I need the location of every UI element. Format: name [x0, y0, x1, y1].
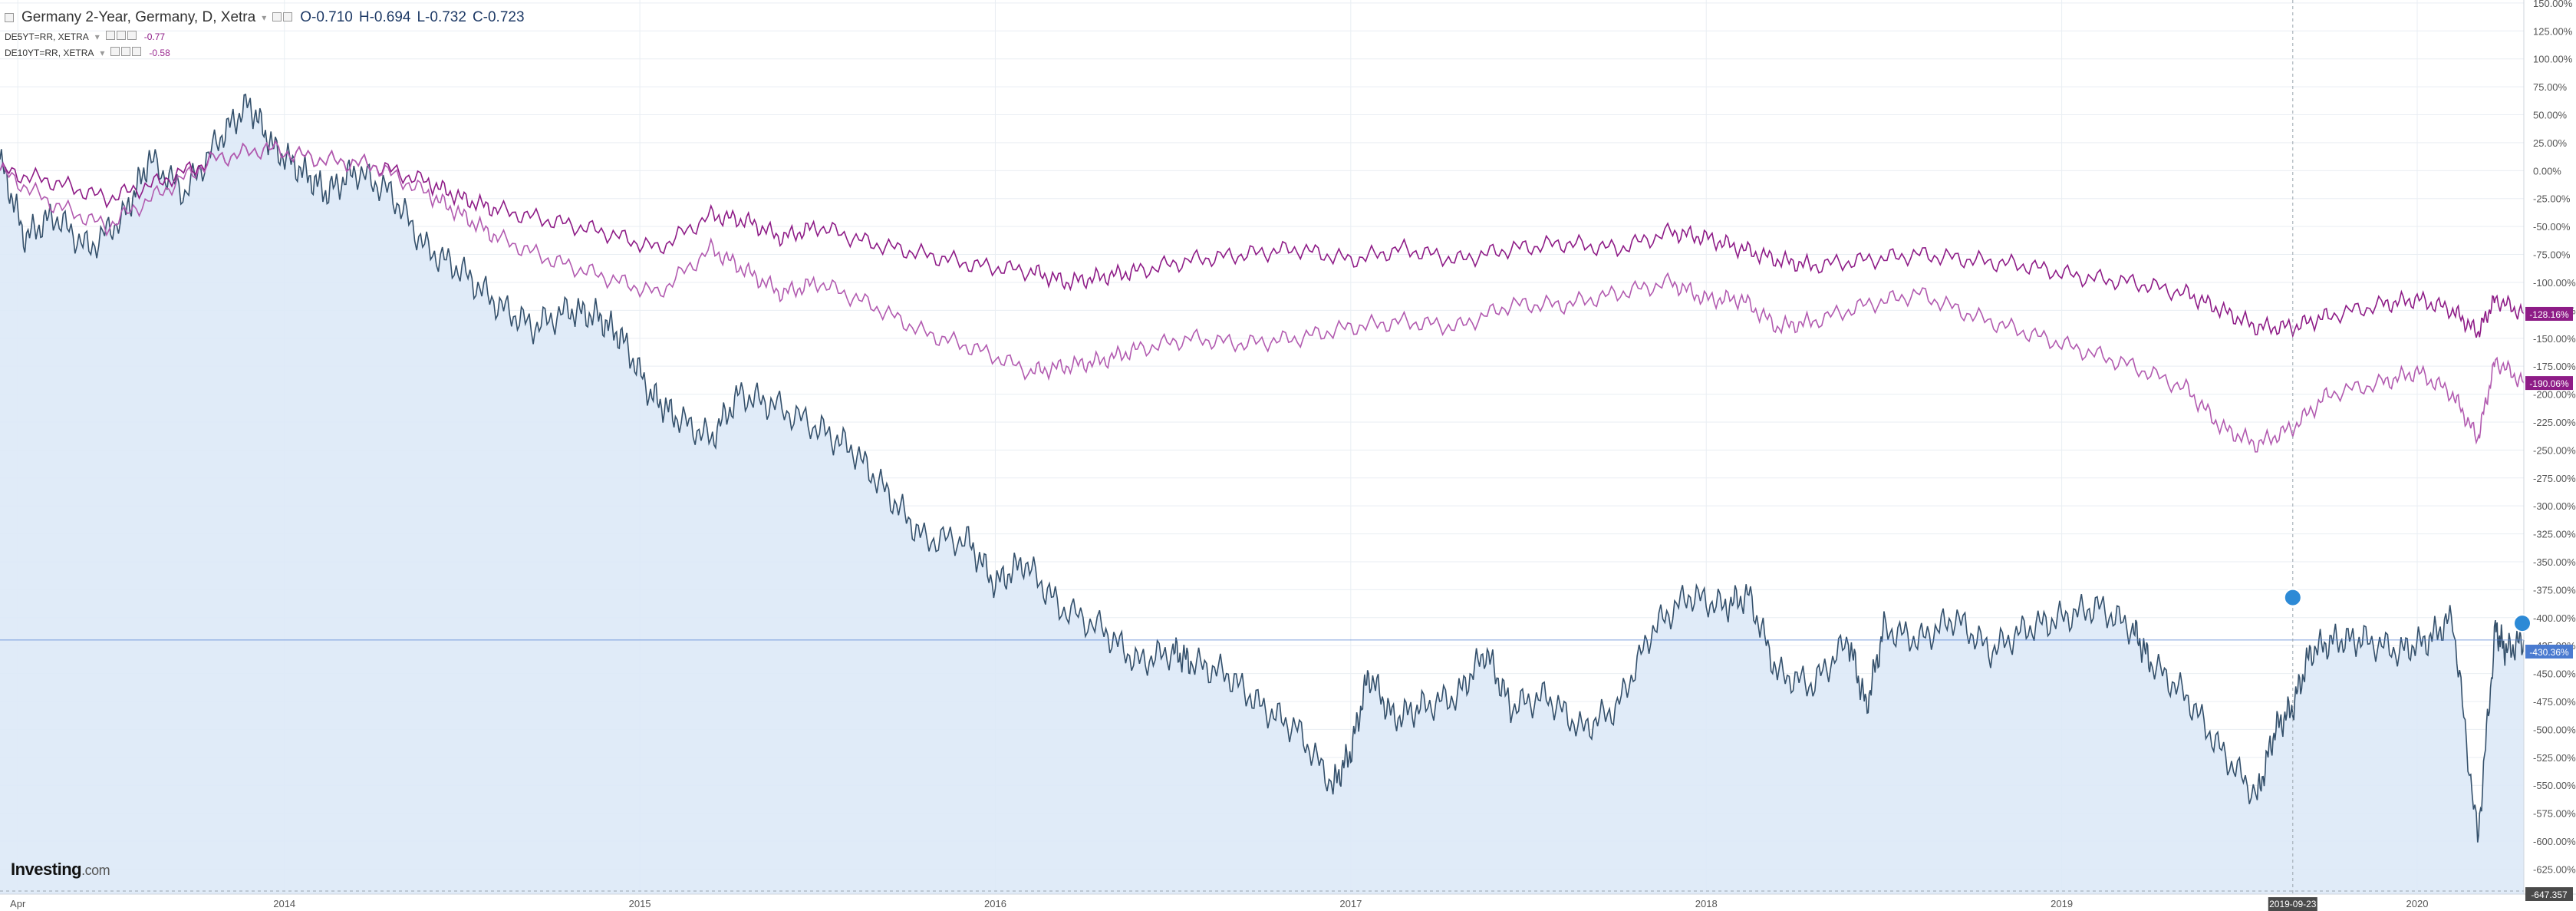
- brand-name: Investing: [11, 860, 82, 879]
- collapse-icon[interactable]: [5, 13, 14, 22]
- chart-title: Germany 2-Year, Germany, D, Xetra: [21, 9, 256, 25]
- event-markers[interactable]: [2283, 588, 2532, 633]
- series-b-value: -0.58: [149, 47, 170, 58]
- series-a-name: DE5YT=RR, XETRA: [5, 31, 89, 42]
- y-tick-label: -625.00%: [2533, 863, 2576, 875]
- chart-legend: Germany 2-Year, Germany, D, Xetra ▾ O-0.…: [5, 9, 525, 58]
- x-tick-label: 2018: [1695, 898, 1718, 909]
- y-tick-label: -25.00%: [2533, 193, 2571, 205]
- y-tick-label: 100.00%: [2533, 54, 2573, 65]
- main-series-line: [0, 93, 2525, 843]
- y-tick-label: 25.00%: [2533, 137, 2568, 149]
- main-series-area: [0, 94, 2524, 894]
- y-tick-label: -500.00%: [2533, 724, 2576, 735]
- series_b-line: [0, 140, 2525, 453]
- x-tick-label: 2020: [2406, 898, 2429, 909]
- x-tick-label: Apr: [10, 898, 26, 909]
- series-b-name: DE10YT=RR, XETRA: [5, 47, 94, 58]
- close-value: C-0.723: [472, 9, 525, 25]
- price-badges: 2019-09-23 -128.16% -190.06% -430.36% -647.3…: [2268, 306, 2573, 911]
- x-tick-label: 2016: [984, 898, 1006, 909]
- y-tick-label: -575.00%: [2533, 808, 2576, 820]
- settings-icons[interactable]: [272, 9, 294, 26]
- y-tick-label: -75.00%: [2533, 249, 2571, 261]
- y-tick-label: -225.00%: [2533, 417, 2576, 428]
- dropdown-caret-icon[interactable]: ▾: [94, 31, 100, 42]
- series-b-controls[interactable]: [110, 47, 143, 58]
- brand-suffix: .com: [81, 863, 110, 878]
- investing-logo: Investing.com: [11, 860, 110, 880]
- y-tick-label: -600.00%: [2533, 836, 2576, 847]
- main-badge-bg: [2525, 645, 2573, 659]
- x-tick-label: 2019: [2051, 898, 2073, 909]
- main-badge-label: -430.36%: [2529, 647, 2569, 658]
- high-value: H-0.694: [358, 9, 411, 25]
- axis-min-badge-label: -647.357: [2531, 890, 2568, 900]
- event-marker-icon[interactable]: [2283, 588, 2302, 607]
- series-legend-b: DE10YT=RR, XETRA ▾ -0.58: [5, 47, 525, 58]
- y-tick-label: -350.00%: [2533, 556, 2576, 568]
- series-a-badge-bg: [2525, 306, 2573, 321]
- crosshair-date-badge: [2268, 897, 2317, 911]
- y-tick-label: 125.00%: [2533, 25, 2573, 37]
- series-legend-a: DE5YT=RR, XETRA ▾ -0.77: [5, 31, 525, 42]
- y-tick-label: -525.00%: [2533, 752, 2576, 764]
- y-tick-label: -325.00%: [2533, 529, 2576, 540]
- dropdown-caret-icon[interactable]: ▾: [262, 12, 267, 23]
- crosshair-date-label: 2019-09-23: [2269, 899, 2317, 909]
- main-legend-row: Germany 2-Year, Germany, D, Xetra ▾ O-0.…: [5, 9, 525, 26]
- y-tick-label: -450.00%: [2533, 668, 2576, 680]
- x-tick-label: 2015: [629, 898, 651, 909]
- series-a-badge-label: -128.16%: [2529, 309, 2569, 320]
- y-tick-label: -250.00%: [2533, 444, 2576, 456]
- low-value: L-0.732: [417, 9, 466, 25]
- y-tick-label: -275.00%: [2533, 473, 2576, 484]
- y-tick-label: 0.00%: [2533, 165, 2561, 177]
- y-tick-label: -50.00%: [2533, 221, 2571, 233]
- series-a-controls[interactable]: [105, 31, 138, 42]
- event-marker-icon[interactable]: [2513, 614, 2532, 633]
- y-tick-label: -200.00%: [2533, 389, 2576, 401]
- y-tick-label: 50.00%: [2533, 110, 2568, 121]
- price-axis[interactable]: 150.00% 125.00% 100.00% 75.00% 50.00% 25.00% 0…: [2523, 0, 2576, 894]
- open-value: O-0.710: [300, 9, 353, 25]
- y-tick-label: -375.00%: [2533, 584, 2576, 596]
- time-axis[interactable]: Apr 2014 2015 2016 2017 2018 2019 2020: [0, 893, 2576, 909]
- series_a-line: [0, 140, 2525, 338]
- area-layer: [0, 94, 2524, 894]
- y-tick-label: -475.00%: [2533, 696, 2576, 708]
- series-b-badge-label: -190.06%: [2529, 378, 2569, 389]
- y-tick-label: -175.00%: [2533, 361, 2576, 372]
- y-tick-label: -300.00%: [2533, 500, 2576, 512]
- series-b-badge-bg: [2525, 376, 2573, 391]
- y-tick-label: -150.00%: [2533, 333, 2576, 345]
- y-tick-label: -400.00%: [2533, 612, 2576, 624]
- series-a-value: -0.77: [143, 31, 166, 42]
- y-tick-label: 150.00%: [2533, 0, 2573, 9]
- lines-layer: [0, 0, 2525, 894]
- y-tick-label: 75.00%: [2533, 81, 2568, 93]
- y-tick-label: -100.00%: [2533, 277, 2576, 289]
- y-tick-label: -550.00%: [2533, 780, 2576, 791]
- axis-min-badge-bg: [2525, 887, 2573, 901]
- x-tick-label: 2017: [1339, 898, 1362, 909]
- x-tick-label: 2014: [273, 898, 295, 909]
- dropdown-caret-icon[interactable]: ▾: [100, 47, 105, 58]
